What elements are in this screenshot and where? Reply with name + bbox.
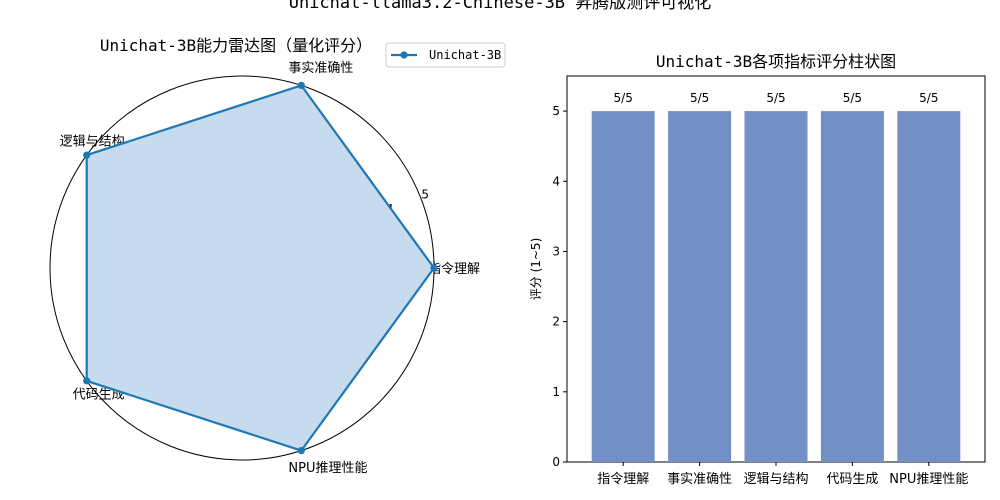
figure-suptitle: Unichat-llama3.2-Chinese-3B 昇腾版测评可视化	[289, 0, 712, 13]
bar-y-tick-label: 1	[552, 385, 560, 399]
radar-point	[430, 264, 438, 272]
bar-data-label: 5/5	[919, 91, 938, 105]
bar-x-tick-label: 代码生成	[826, 472, 878, 487]
bar	[820, 111, 884, 462]
radar-legend-marker	[400, 51, 408, 59]
radar-title: Unichat-3B能力雷达图（量化评分）	[100, 36, 372, 55]
radar-axis-label: 事实准确性	[288, 61, 353, 76]
bar-y-tick-label: 2	[552, 315, 560, 329]
radar-point	[83, 377, 91, 385]
bar	[897, 111, 961, 462]
bar-y-axis-label: 评分 (1~5)	[529, 238, 543, 301]
radar-axis-label: 代码生成	[73, 388, 125, 403]
bar-data-label: 5/5	[843, 91, 862, 105]
bar-x-tick-label: 事实准确性	[667, 472, 732, 487]
bar-y-tick-label: 3	[552, 244, 560, 258]
radar-point	[297, 81, 305, 89]
bar-y-tick-label: 0	[552, 455, 560, 469]
bar-x-tick-label: NPU推理性能	[889, 472, 968, 487]
radar-axis-label: 指令理解	[428, 262, 480, 277]
bar-y-tick-label: 5	[552, 104, 560, 118]
bar-x-ticks: 指令理解 事实准确性 逻辑与结构 代码生成 NPU推理性能	[597, 462, 968, 487]
radar-chart: Unichat-3B能力雷达图（量化评分） 指令理解 事实准确性逻辑与结构代码生成…	[49, 36, 506, 476]
bar-y-ticks: 0 1 2 3 4 5	[552, 104, 567, 469]
bar	[668, 111, 732, 462]
radar-series-line	[85, 84, 436, 452]
radar-series-fill	[86, 85, 434, 451]
bar-data-label: 5/5	[766, 91, 785, 105]
bar	[591, 111, 655, 462]
bar-y-tick-label: 4	[552, 174, 560, 188]
bar-bars	[591, 111, 961, 462]
radar-legend-label: Unichat-3B	[429, 48, 501, 62]
bar-data-label: 5/5	[614, 91, 633, 105]
radar-series	[83, 81, 438, 455]
radar-axis-label: NPU推理性能	[288, 461, 367, 476]
radar-legend-frame	[385, 42, 506, 68]
bar-data-label: 5/5	[690, 91, 709, 105]
bar-title: Unichat-3B各项指标评分柱状图	[656, 52, 896, 71]
bar-x-tick-label: 逻辑与结构	[743, 472, 808, 487]
bar-x-tick-label: 指令理解	[597, 472, 649, 487]
radar-axis-label: 逻辑与结构	[60, 134, 125, 149]
bar-data-labels: 5/5 5/5 5/5 5/5 5/5	[614, 91, 939, 105]
radar-point	[297, 447, 305, 455]
radar-legend: Unichat-3B	[385, 42, 506, 68]
bar	[744, 111, 808, 462]
radar-radial-tick: 5	[421, 188, 429, 202]
radar-point	[83, 151, 91, 159]
